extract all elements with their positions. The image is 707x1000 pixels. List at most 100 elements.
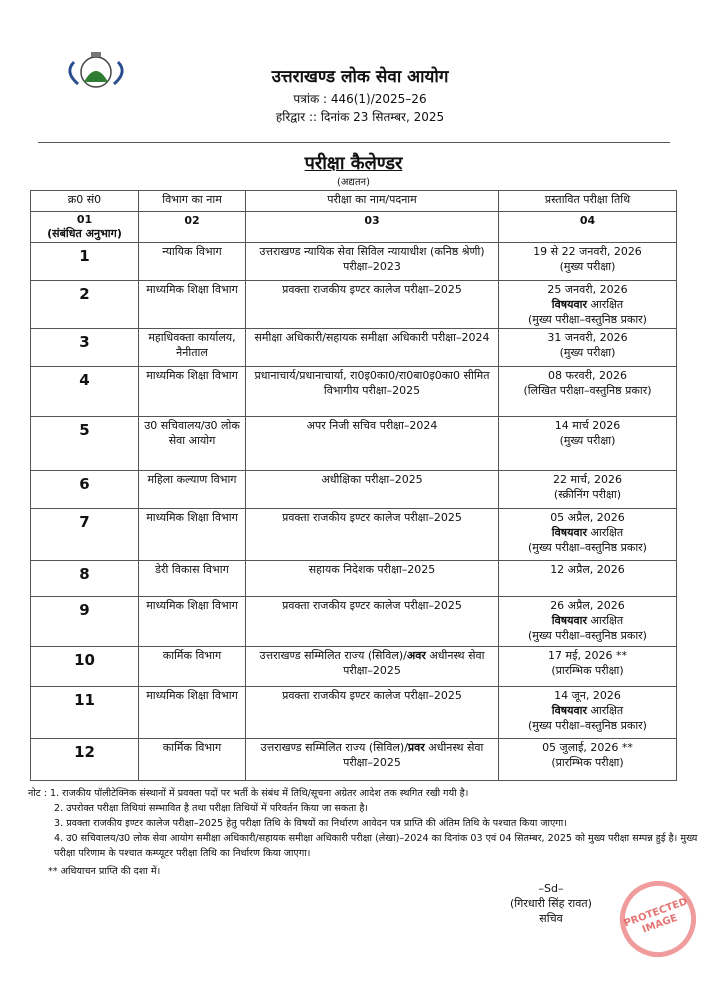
exam-name-part: अधीनस्थ सेवा परीक्षा–2025 bbox=[343, 741, 484, 769]
table-row: 10 कार्मिक विभाग उत्तराखण्ड सम्मिलित राज्… bbox=[30, 646, 677, 687]
exam-name-part: उत्तराखण्ड सम्मिलित राज्य (सिविल)/ bbox=[260, 741, 408, 754]
table-row: 3 महाधिवक्ता कार्यालय, नैनीताल समीक्षा अध… bbox=[30, 328, 677, 367]
exam-name: उत्तराखण्ड न्यायिक सेवा सिविल न्यायाधीश … bbox=[245, 242, 499, 281]
page-subtitle: (अद्यतन) bbox=[337, 177, 370, 188]
department-name: कार्मिक विभाग bbox=[138, 738, 246, 781]
column-header: विभाग का नाम bbox=[138, 190, 246, 212]
exam-date: 22 मार्च, 2026 bbox=[553, 473, 622, 486]
table-row: 5 उ0 सचिवालय/उ0 लोक सेवा आयोग अपर निजी सच… bbox=[30, 416, 677, 471]
exam-name-emphasis: प्रवर bbox=[407, 741, 425, 754]
department-name: महिला कल्याण विभाग bbox=[138, 470, 246, 509]
exam-name-part: उत्तराखण्ड सम्मिलित राज्य (सिविल)/ bbox=[259, 649, 407, 662]
exam-calendar-table: क्र0 सं0 विभाग का नाम परीक्षा का नाम/पदन… bbox=[30, 190, 677, 781]
department-name: महाधिवक्ता कार्यालय, नैनीताल bbox=[138, 328, 246, 367]
exam-date: 08 फरवरी, 2026 bbox=[548, 369, 627, 382]
page-title: परीक्षा कैलेण्डर bbox=[304, 153, 403, 174]
column-number: 04 bbox=[498, 211, 677, 243]
place-date: हरिद्वार :: दिनांक 23 सितम्बर, 2025 bbox=[275, 110, 445, 124]
exam-name: प्रवक्ता राजकीय इण्टर कालेज परीक्षा–2025 bbox=[245, 686, 499, 739]
footer-row: –Sd– (गिरधारी सिंह रावत) सचिव PROTECTED … bbox=[28, 870, 707, 968]
column-number: 03 bbox=[245, 211, 499, 243]
exam-date: 25 जनवरी, 2026 bbox=[547, 283, 628, 296]
column-header: परीक्षा का नाम/पदनाम bbox=[245, 190, 499, 212]
exam-type: आरक्षित bbox=[586, 704, 624, 717]
proposed-exam-date: 25 जनवरी, 2026 विषयवार आरक्षित (मुख्य परीक… bbox=[498, 280, 677, 329]
column-number-note: (संबंधित अनुभाग) bbox=[47, 227, 122, 240]
serial-number: 8 bbox=[30, 560, 139, 597]
exam-name: सहायक निदेशक परीक्षा–2025 bbox=[245, 560, 499, 597]
proposed-exam-date: 19 से 22 जनवरी, 2026 (मुख्य परीक्षा) bbox=[498, 242, 677, 281]
department-name: माध्यमिक शिक्षा विभाग bbox=[138, 686, 246, 739]
date-emphasis: विषयवार bbox=[551, 298, 587, 311]
date-emphasis: विषयवार bbox=[551, 526, 587, 539]
department-name: माध्यमिक शिक्षा विभाग bbox=[138, 280, 246, 329]
note-item: 2. उपरोक्त परीक्षा तिथियां सम्भावित है त… bbox=[54, 803, 369, 814]
organization-name: उत्तराखण्ड लोक सेवा आयोग bbox=[271, 67, 449, 87]
column-header: क्र0 सं0 bbox=[30, 190, 139, 212]
note-item: 4. उ0 सचिवालय/उ0 लोक सेवा आयोग समीक्षा अ… bbox=[54, 833, 698, 859]
proposed-exam-date: 05 अप्रैल, 2026 विषयवार आरक्षित (मुख्य परी… bbox=[498, 508, 677, 561]
serial-number: 12 bbox=[30, 738, 139, 781]
column-number-row: 01 (संबंधित अनुभाग) 02 03 04 bbox=[30, 211, 677, 243]
note-item: 3. प्रवक्ता राजकीय इण्टर कालेज परीक्षा–2… bbox=[54, 818, 567, 829]
commission-emblem-icon bbox=[68, 52, 124, 88]
exam-type-detail: (मुख्य परीक्षा–वस्तुनिष्ठ प्रकार) bbox=[528, 719, 647, 732]
proposed-exam-date: 26 अप्रैल, 2026 विषयवार आरक्षित (मुख्य परी… bbox=[498, 596, 677, 647]
exam-name: प्रधानाचार्य/प्रधानाचार्या, रा0इ0का0/रा0… bbox=[245, 366, 499, 417]
exam-type: (मुख्य परीक्षा) bbox=[559, 434, 616, 447]
table-header-row: क्र0 सं0 विभाग का नाम परीक्षा का नाम/पदन… bbox=[30, 190, 677, 212]
exam-date: 12 अप्रैल, 2026 bbox=[550, 563, 625, 576]
exam-date: 05 जुलाई, 2026 ** bbox=[542, 741, 633, 754]
exam-name: अपर निजी सचिव परीक्षा–2024 bbox=[245, 416, 499, 471]
exam-name-part: अधीनस्थ सेवा परीक्षा–2025 bbox=[343, 649, 485, 677]
notes-section: नोट : 1. राजकीय पॉलीटेक्निक संस्थानों मे… bbox=[28, 786, 700, 879]
exam-date: 14 जून, 2026 bbox=[554, 689, 621, 702]
signature-sd: –Sd– bbox=[538, 882, 564, 895]
divider bbox=[38, 142, 670, 143]
department-name: माध्यमिक शिक्षा विभाग bbox=[138, 366, 246, 417]
proposed-exam-date: 31 जनवरी, 2026 (मुख्य परीक्षा) bbox=[498, 328, 677, 367]
serial-number: 10 bbox=[30, 646, 139, 687]
table-row: 12 कार्मिक विभाग उत्तराखण्ड सम्मिलित राज्… bbox=[30, 738, 677, 781]
exam-date: 31 जनवरी, 2026 bbox=[547, 331, 628, 344]
serial-number: 7 bbox=[30, 508, 139, 561]
proposed-exam-date: 14 मार्च 2026 (मुख्य परीक्षा) bbox=[498, 416, 677, 471]
department-name: उ0 सचिवालय/उ0 लोक सेवा आयोग bbox=[138, 416, 246, 471]
exam-type: (प्रारम्भिक परीक्षा) bbox=[551, 664, 624, 677]
table-row: 2 माध्यमिक शिक्षा विभाग प्रवक्ता राजकीय इ… bbox=[30, 280, 677, 329]
serial-number: 6 bbox=[30, 470, 139, 509]
proposed-exam-date: 05 जुलाई, 2026 ** (प्रारम्भिक परीक्षा) bbox=[498, 738, 677, 781]
exam-name: समीक्षा अधिकारी/सहायक समीक्षा अधिकारी पर… bbox=[245, 328, 499, 367]
exam-type: आरक्षित bbox=[586, 614, 624, 627]
table-row: 7 माध्यमिक शिक्षा विभाग प्रवक्ता राजकीय इ… bbox=[30, 508, 677, 561]
watermark-stamp: PROTECTED IMAGE bbox=[609, 870, 707, 968]
exam-date: 05 अप्रैल, 2026 bbox=[550, 511, 625, 524]
serial-number: 3 bbox=[30, 328, 139, 367]
exam-type: (मुख्य परीक्षा) bbox=[559, 260, 616, 273]
table-row: 4 माध्यमिक शिक्षा विभाग प्रधानाचार्य/प्रध… bbox=[30, 366, 677, 417]
exam-name-emphasis: अवर bbox=[406, 649, 426, 662]
serial-number: 1 bbox=[30, 242, 139, 281]
note-item: नोट : 1. राजकीय पॉलीटेक्निक संस्थानों मे… bbox=[28, 788, 469, 799]
serial-number: 2 bbox=[30, 280, 139, 329]
department-name: न्यायिक विभाग bbox=[138, 242, 246, 281]
exam-name: अधीक्षिका परीक्षा–2025 bbox=[245, 470, 499, 509]
proposed-exam-date: 14 जून, 2026 विषयवार आरक्षित (मुख्य परीक्ष… bbox=[498, 686, 677, 739]
exam-type: (स्क्रीनिंग परीक्षा) bbox=[553, 488, 622, 501]
exam-name: प्रवक्ता राजकीय इण्टर कालेज परीक्षा–2025 bbox=[245, 280, 499, 329]
signatory-designation: सचिव bbox=[539, 912, 563, 925]
exam-name: प्रवक्ता राजकीय इण्टर कालेज परीक्षा–2025 bbox=[245, 596, 499, 647]
signature-block: –Sd– (गिरधारी सिंह रावत) सचिव bbox=[496, 881, 606, 926]
exam-type: आरक्षित bbox=[586, 526, 624, 539]
exam-type-detail: (मुख्य परीक्षा–वस्तुनिष्ठ प्रकार) bbox=[528, 541, 647, 554]
proposed-exam-date: 12 अप्रैल, 2026 bbox=[498, 560, 677, 597]
column-header: प्रस्तावित परीक्षा तिथि bbox=[498, 190, 677, 212]
serial-number: 11 bbox=[30, 686, 139, 739]
reference-number: पत्रांक : 446(1)/2025–26 bbox=[293, 92, 427, 106]
department-name: माध्यमिक शिक्षा विभाग bbox=[138, 508, 246, 561]
column-number-label: 01 bbox=[76, 213, 93, 226]
date-emphasis: विषयवार bbox=[551, 704, 587, 717]
table-row: 1 न्यायिक विभाग उत्तराखण्ड न्यायिक सेवा स… bbox=[30, 242, 677, 281]
exam-date: 26 अप्रैल, 2026 bbox=[550, 599, 625, 612]
